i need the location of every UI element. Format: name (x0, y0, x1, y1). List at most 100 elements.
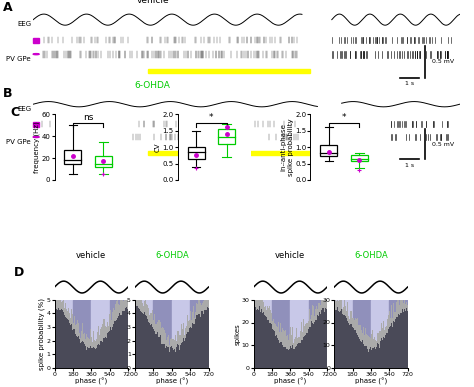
Bar (187, 332, 188, 368)
Bar (350, 324, 352, 368)
Bar (119, 305, 120, 368)
Bar (109, 310, 110, 368)
Bar (405, 312, 406, 368)
Bar (315, 320, 316, 368)
Bar (125, 308, 126, 368)
Bar (143, 306, 144, 368)
Bar (261, 300, 262, 368)
Bar (155, 324, 156, 368)
Bar (200, 314, 201, 368)
Text: EEG: EEG (17, 106, 31, 112)
Bar (308, 321, 309, 368)
Bar (84, 344, 85, 368)
Bar (33, 38, 39, 43)
Bar (366, 346, 367, 368)
Bar (192, 312, 193, 368)
Bar (384, 330, 385, 368)
Title: vehicle: vehicle (275, 251, 305, 260)
Bar (268, 308, 269, 368)
Bar (168, 335, 169, 368)
Bar (135, 309, 136, 368)
Bar (95, 341, 96, 368)
Bar (90, 346, 91, 368)
Bar (325, 308, 326, 368)
Bar (141, 300, 142, 368)
Bar (173, 350, 174, 368)
Bar (323, 300, 324, 368)
Text: EEG: EEG (17, 21, 31, 27)
Bar (61, 301, 62, 368)
Bar (178, 331, 179, 368)
Bar (148, 308, 149, 368)
Bar (180, 335, 181, 368)
Bar (266, 317, 267, 368)
Bar (350, 311, 352, 368)
Bar (175, 353, 176, 368)
Bar (85, 346, 86, 368)
Bar (278, 340, 279, 368)
Bar (82, 324, 83, 368)
Bar (59, 310, 60, 368)
Bar (88, 338, 89, 368)
Bar (339, 312, 340, 368)
Bar (341, 300, 342, 368)
Bar (122, 300, 123, 368)
Bar (282, 328, 283, 368)
Bar (318, 303, 319, 368)
Bar (321, 300, 322, 368)
Bar (203, 301, 204, 368)
Title: 6-OHDA: 6-OHDA (354, 251, 388, 260)
Bar (294, 339, 295, 368)
Bar (267, 320, 268, 368)
Bar (361, 342, 362, 368)
Bar (73, 300, 91, 368)
Bar (402, 303, 403, 368)
Bar (389, 300, 408, 368)
Bar (107, 322, 108, 368)
Bar (159, 337, 160, 368)
Bar (272, 300, 290, 368)
Bar (156, 322, 157, 368)
Bar (262, 313, 263, 368)
Bar (118, 304, 119, 368)
Bar (55, 309, 56, 368)
Bar (163, 328, 164, 368)
Bar (79, 339, 80, 368)
Bar (180, 345, 181, 368)
Bar (293, 343, 294, 368)
Bar (402, 312, 403, 368)
Bar (146, 317, 147, 368)
Bar (62, 301, 63, 368)
Bar (85, 339, 86, 368)
Bar (388, 315, 389, 368)
Bar (161, 344, 162, 368)
Bar (315, 308, 316, 368)
Bar (395, 319, 396, 368)
Text: *: * (209, 113, 214, 122)
Bar (206, 310, 207, 368)
Bar (359, 325, 360, 368)
Bar (354, 320, 355, 368)
Bar (361, 330, 362, 368)
Bar (348, 323, 349, 368)
Bar (375, 349, 376, 368)
Bar (338, 301, 339, 368)
Bar (381, 323, 382, 368)
Bar (175, 334, 176, 368)
Bar (171, 346, 172, 368)
Bar (289, 349, 290, 368)
Bar (169, 352, 170, 368)
Bar (86, 334, 87, 368)
Bar (255, 300, 256, 368)
Bar (154, 329, 155, 368)
Bar (394, 312, 395, 368)
Bar (171, 338, 172, 368)
Bar (89, 348, 90, 368)
Bar (181, 324, 182, 368)
Bar (355, 330, 356, 368)
Bar (405, 304, 406, 368)
Bar (64, 150, 82, 163)
Bar (392, 327, 393, 368)
Bar (137, 306, 138, 368)
Bar (83, 334, 84, 368)
